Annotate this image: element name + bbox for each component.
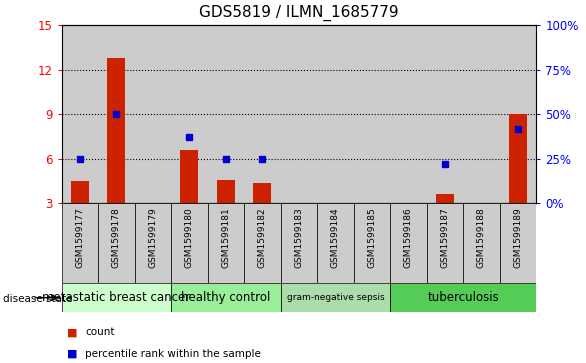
Text: healthy control: healthy control <box>181 291 271 304</box>
Bar <box>107 58 125 203</box>
Bar <box>427 203 463 283</box>
Text: GSM1599177: GSM1599177 <box>75 207 84 268</box>
Bar <box>427 25 463 203</box>
Bar <box>353 25 390 203</box>
Bar <box>436 195 454 203</box>
Text: GSM1599188: GSM1599188 <box>477 207 486 268</box>
Text: GSM1599184: GSM1599184 <box>331 207 340 268</box>
Title: GDS5819 / ILMN_1685779: GDS5819 / ILMN_1685779 <box>199 5 398 21</box>
Bar <box>171 25 207 203</box>
Bar <box>281 25 317 203</box>
Text: disease state: disease state <box>3 294 73 305</box>
Text: GSM1599186: GSM1599186 <box>404 207 413 268</box>
Bar <box>463 25 500 203</box>
Bar <box>281 203 317 283</box>
Bar <box>317 25 353 203</box>
Bar <box>135 203 171 283</box>
Bar <box>244 203 281 283</box>
Bar <box>207 25 244 203</box>
Bar <box>135 25 171 203</box>
Text: GSM1599182: GSM1599182 <box>258 207 267 268</box>
Text: ■: ■ <box>67 349 78 359</box>
Bar <box>463 203 500 283</box>
Text: GSM1599181: GSM1599181 <box>222 207 230 268</box>
Text: count: count <box>85 327 114 337</box>
Text: GSM1599187: GSM1599187 <box>441 207 449 268</box>
Text: GSM1599185: GSM1599185 <box>367 207 376 268</box>
Text: ■: ■ <box>67 327 78 337</box>
Text: gram-negative sepsis: gram-negative sepsis <box>287 293 384 302</box>
Text: tuberculosis: tuberculosis <box>427 291 499 304</box>
Bar <box>353 203 390 283</box>
Bar <box>509 114 527 203</box>
Text: metastatic breast cancer: metastatic breast cancer <box>42 291 190 304</box>
Bar <box>253 183 271 203</box>
Bar <box>390 283 536 312</box>
Bar <box>390 203 427 283</box>
Bar <box>281 283 390 312</box>
Text: GSM1599180: GSM1599180 <box>185 207 194 268</box>
Bar <box>98 25 135 203</box>
Bar <box>71 181 89 203</box>
Bar <box>62 283 171 312</box>
Bar <box>207 203 244 283</box>
Bar <box>62 25 98 203</box>
Bar <box>500 25 536 203</box>
Bar <box>244 25 281 203</box>
Bar <box>500 203 536 283</box>
Text: GSM1599183: GSM1599183 <box>294 207 304 268</box>
Text: percentile rank within the sample: percentile rank within the sample <box>85 349 261 359</box>
Bar <box>171 203 207 283</box>
Bar <box>217 180 235 203</box>
Bar <box>390 25 427 203</box>
Bar <box>317 203 353 283</box>
Bar <box>98 203 135 283</box>
Bar <box>62 203 98 283</box>
Text: GSM1599178: GSM1599178 <box>112 207 121 268</box>
Text: GSM1599189: GSM1599189 <box>513 207 523 268</box>
Text: GSM1599179: GSM1599179 <box>148 207 157 268</box>
Bar <box>171 283 281 312</box>
Bar <box>180 150 199 203</box>
